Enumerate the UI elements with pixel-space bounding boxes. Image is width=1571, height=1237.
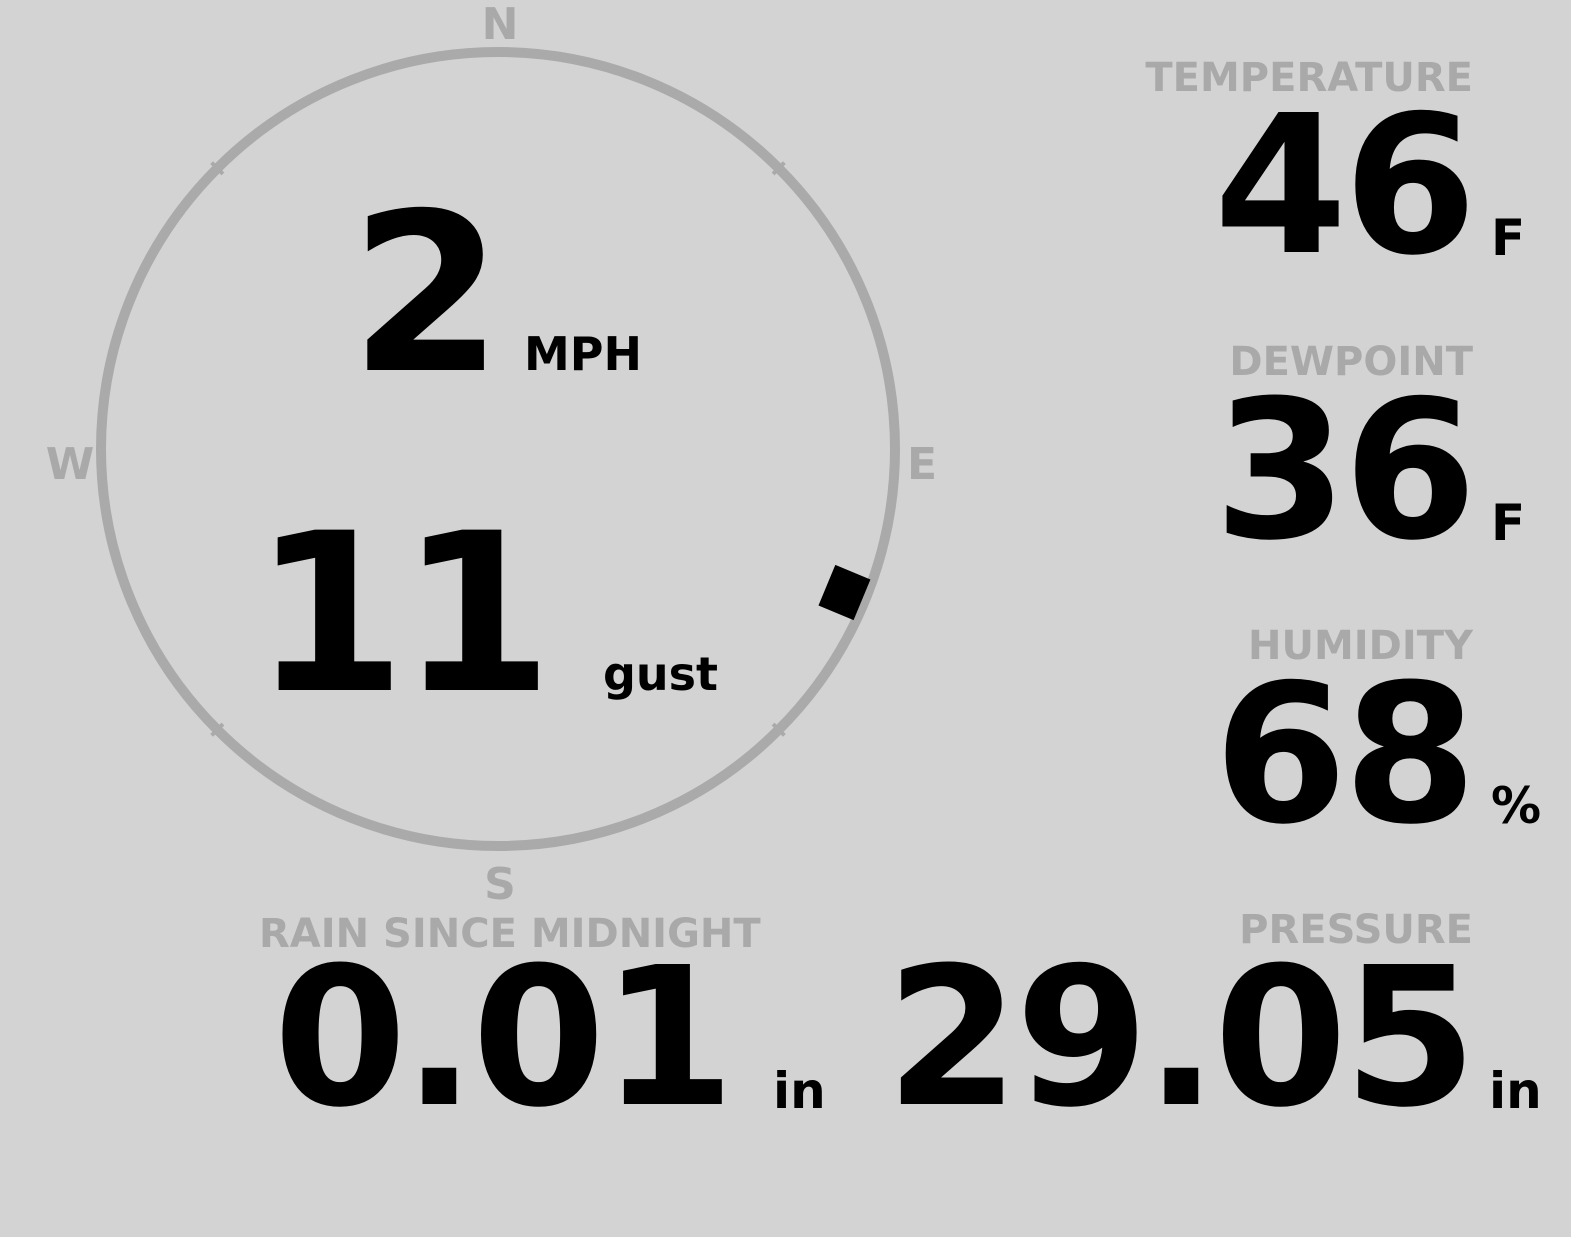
wind-gust-label: gust [603, 647, 719, 701]
compass-west-label: W [45, 439, 95, 490]
temperature-value: 46 [1213, 75, 1477, 298]
rain-unit: in [773, 1062, 826, 1120]
humidity-value: 68 [1213, 644, 1477, 867]
dewpoint-unit: F [1491, 494, 1526, 552]
temperature-label: TEMPERATURE [1145, 55, 1473, 101]
compass-tick [210, 161, 225, 176]
pressure-unit: in [1489, 1062, 1542, 1120]
pressure-label: PRESSURE [1239, 907, 1473, 953]
rain-label: RAIN SINCE MIDNIGHT [259, 911, 761, 957]
compass-south-label: S [484, 859, 516, 910]
humidity-unit: % [1491, 777, 1542, 835]
wind-speed-value: 2 [349, 166, 503, 422]
compass-north-label: N [481, 0, 519, 50]
compass-east-label: E [906, 439, 938, 490]
humidity-label: HUMIDITY [1248, 623, 1473, 669]
compass-tick [210, 722, 225, 737]
pressure-value: 29.05 [885, 927, 1477, 1150]
dewpoint-label: DEWPOINT [1229, 339, 1473, 385]
compass-ring [96, 47, 900, 851]
temperature-unit: F [1491, 209, 1526, 267]
compass-tick [771, 161, 786, 176]
wind-direction-marker [818, 564, 871, 621]
wind-gust-value: 11 [252, 486, 553, 742]
rain-value: 0.01 [273, 927, 735, 1150]
compass-tick [771, 722, 786, 737]
dewpoint-value: 36 [1213, 360, 1477, 583]
wind-speed-unit: MPH [524, 327, 642, 381]
